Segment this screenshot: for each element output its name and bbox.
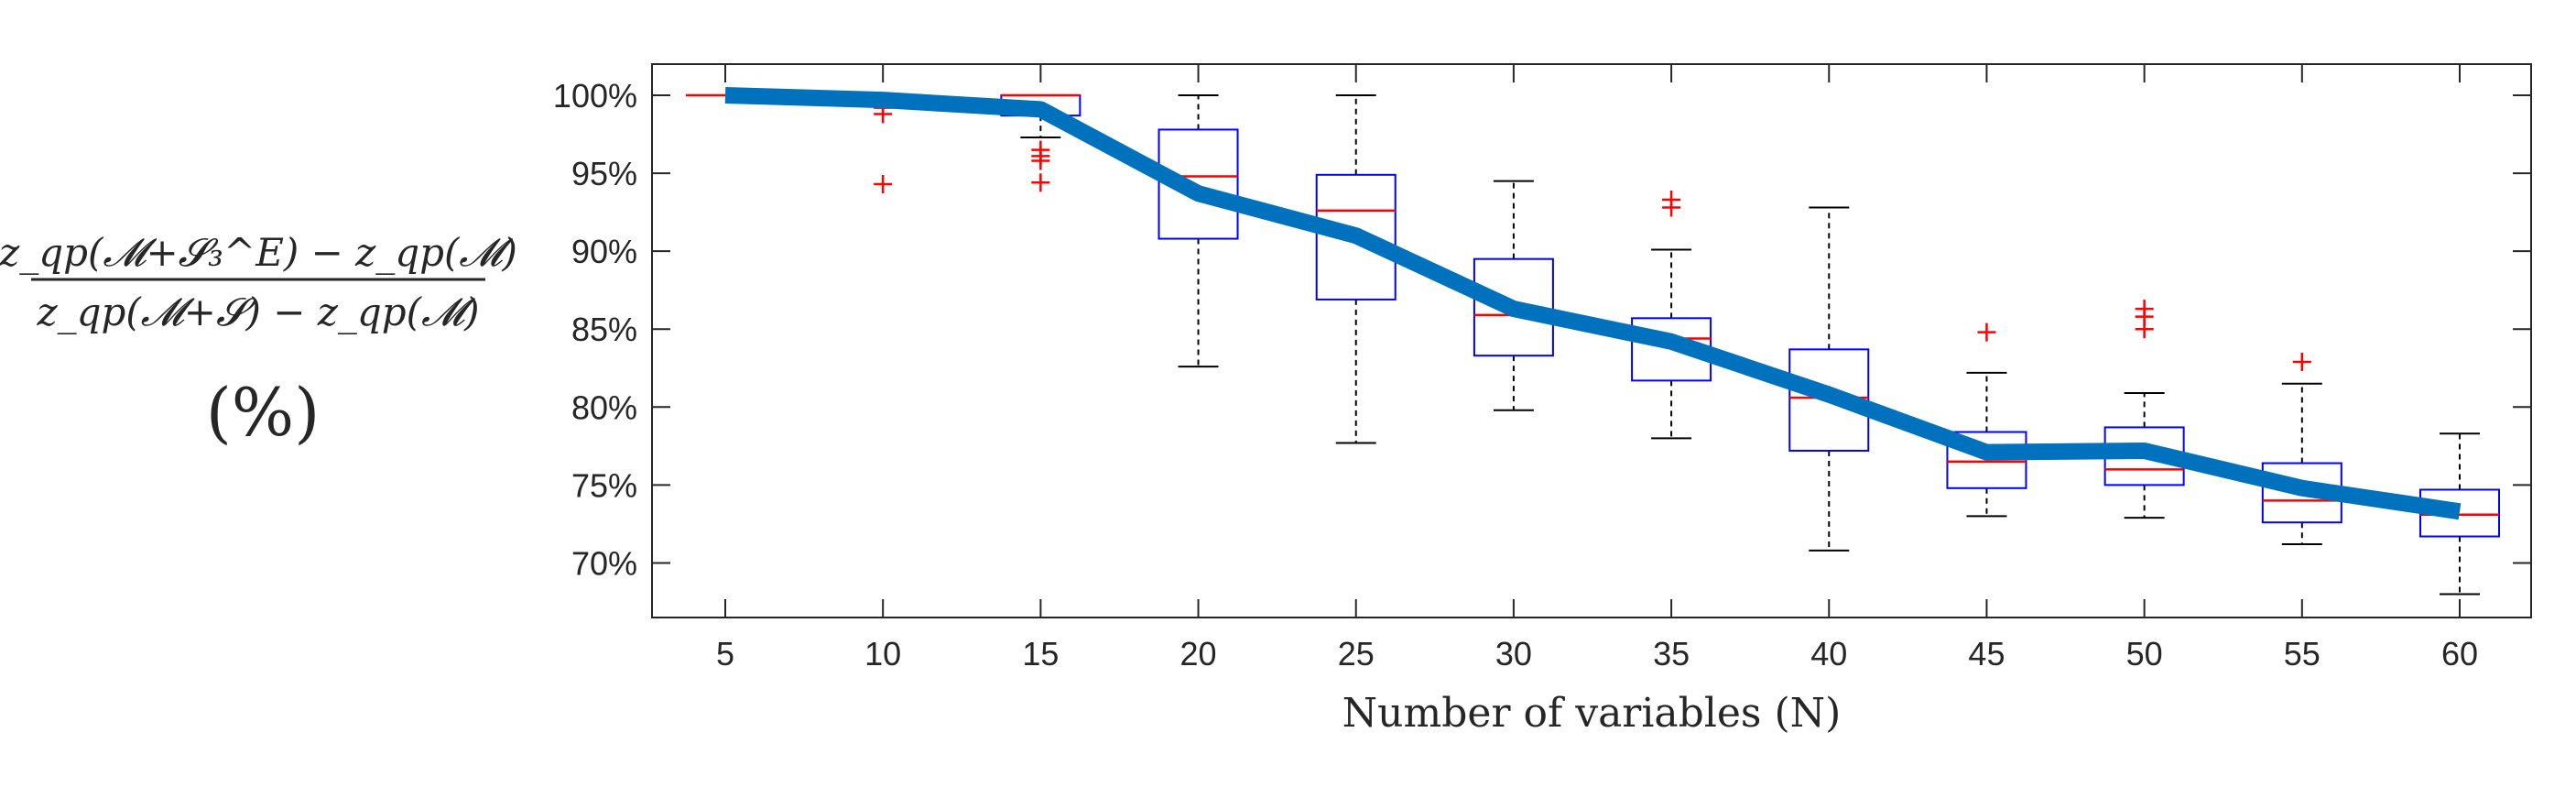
mean-line-group — [724, 87, 2462, 520]
box-plot — [2261, 352, 2342, 546]
axes-frame — [651, 63, 2532, 618]
x-tick-label: 40 — [1810, 635, 1847, 672]
x-tick-label: 55 — [2284, 635, 2321, 672]
y-tick-label: 80% — [571, 388, 637, 426]
x-tick-label: 5 — [716, 635, 734, 672]
box-plot — [1631, 191, 1712, 440]
box — [1788, 348, 1870, 452]
y-axis-label: z_qp(𝓜+𝓢₃^E) − z_qp(𝓜) z_qp(𝓜+𝓢) − z_qp(… — [0, 230, 517, 451]
x-tick-label: 30 — [1495, 635, 1532, 672]
y-axis: 70% 75% 80% 85% 90% 95% 100% — [553, 77, 2531, 582]
outlier-marker — [1031, 151, 1050, 170]
y-label-unit: (%) — [206, 374, 321, 451]
outlier-marker — [1662, 198, 1681, 217]
outlier-marker — [2135, 320, 2154, 339]
x-tick-label: 15 — [1022, 635, 1059, 672]
outlier-marker — [1031, 173, 1050, 192]
mean-line — [724, 87, 2462, 520]
outlier-marker — [2292, 352, 2311, 371]
box — [1158, 128, 1239, 240]
y-tick-label: 85% — [571, 311, 637, 348]
box-plot — [2419, 432, 2500, 596]
x-tick-label: 45 — [1968, 635, 2005, 672]
y-tick-label: 90% — [571, 233, 637, 270]
x-tick-label: 60 — [2441, 635, 2478, 672]
x-tick-label: 10 — [864, 635, 901, 672]
y-tick-label: 75% — [571, 466, 637, 504]
x-tick-label: 25 — [1338, 635, 1375, 672]
box-plot — [1315, 94, 1397, 444]
x-tick-label: 35 — [1653, 635, 1690, 672]
box-plot — [1158, 94, 1239, 368]
box-plot — [1946, 322, 2027, 518]
y-tick-label: 100% — [553, 77, 637, 115]
x-tick-label: 50 — [2126, 635, 2163, 672]
x-axis: 5 10 15 20 25 30 35 40 45 50 55 60 — [716, 64, 2478, 672]
box-plot — [843, 93, 923, 194]
box-plot — [2103, 300, 2185, 519]
y-label-denominator: z_qp(𝓜+𝓢) − z_qp(𝓜) — [36, 290, 479, 334]
box — [1315, 173, 1397, 301]
outlier-marker — [1977, 322, 1996, 342]
outlier-marker — [874, 175, 893, 194]
box — [1473, 257, 1554, 357]
y-label-numerator: z_qp(𝓜+𝓢₃^E) − z_qp(𝓜) — [0, 230, 517, 275]
y-tick-label: 95% — [571, 155, 637, 192]
y-tick-label: 70% — [571, 544, 637, 582]
box-plots — [686, 93, 2500, 596]
x-tick-label: 20 — [1180, 635, 1217, 672]
box-plot — [1000, 93, 1081, 192]
x-axis-title: Number of variables (N) — [1342, 690, 1842, 737]
